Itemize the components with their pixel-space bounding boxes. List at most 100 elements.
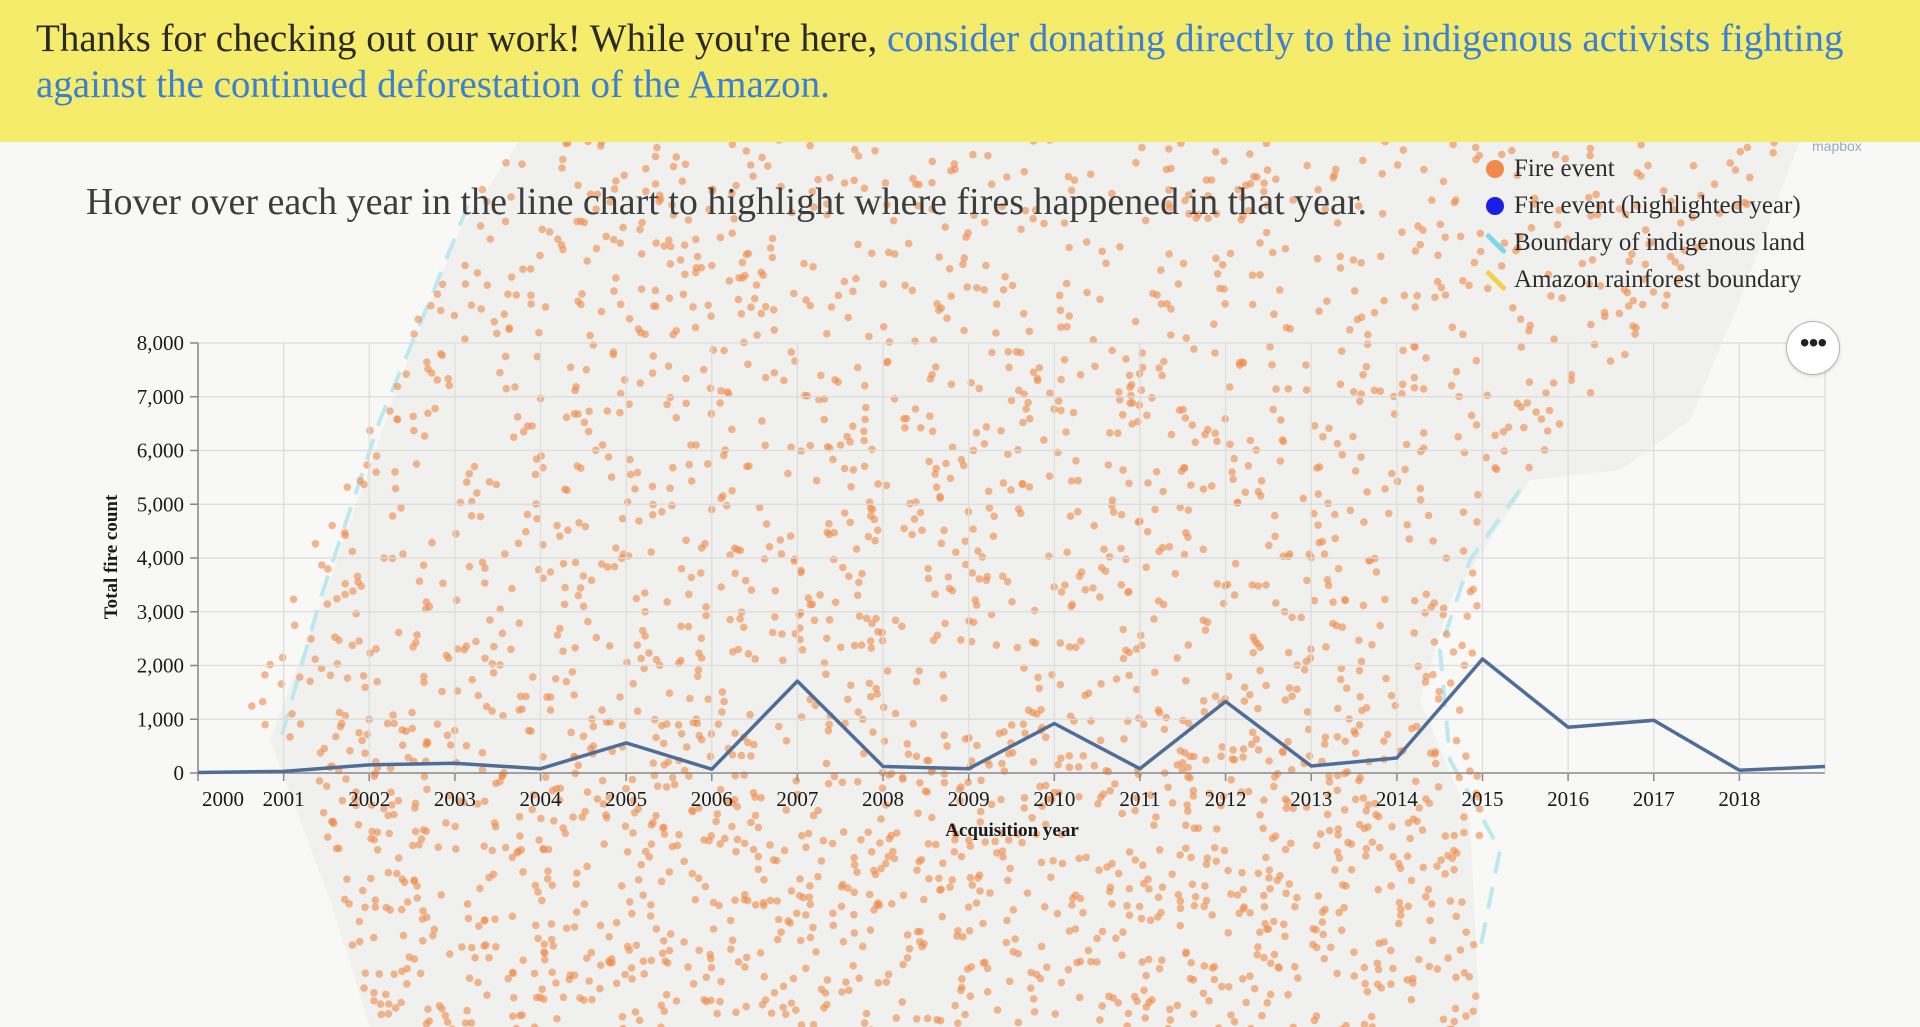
fire-event-dot	[1117, 581, 1126, 589]
indigenous-boundary-line	[280, 199, 472, 736]
fire-event-dot	[816, 591, 824, 599]
fire-event-dot	[1368, 838, 1377, 846]
fire-event-dot	[1342, 684, 1351, 692]
fire-event-dot	[964, 778, 972, 787]
fire-event-dot	[1187, 853, 1195, 862]
fire-event-dot	[1450, 846, 1458, 855]
legend-label: Fire event	[1514, 154, 1615, 182]
fire-event-dot	[1319, 433, 1327, 441]
fire-event-dot	[579, 602, 588, 611]
x-tick-label: 2010	[1033, 787, 1075, 811]
fire-event-dot	[1199, 989, 1208, 998]
fire-event-dot	[523, 510, 532, 519]
fire-event-dot	[1074, 507, 1082, 516]
fire-event-dot	[1182, 677, 1190, 685]
fire-event-dot	[718, 708, 726, 716]
fire-event-dot	[413, 882, 421, 890]
fire-event-dot	[574, 181, 582, 189]
fire-event-dot	[1427, 900, 1436, 908]
fire-event-dot	[771, 587, 780, 595]
fire-event-dot	[1471, 143, 1480, 152]
fire-event-dot	[1363, 987, 1372, 996]
fire-event-dot	[899, 960, 907, 969]
fire-event-dot	[1118, 411, 1127, 419]
fire-event-dot	[1016, 509, 1025, 518]
fire-event-dot	[666, 260, 675, 268]
fire-event-dot	[442, 819, 450, 827]
fire-event-dot	[1746, 173, 1754, 182]
fire-event-dot	[936, 492, 944, 501]
fire-event-dot	[1237, 788, 1246, 796]
fire-event-dot	[804, 829, 813, 838]
fire-event-dot	[328, 521, 337, 530]
fire-event-dot	[790, 289, 798, 298]
fire-event-dot	[806, 900, 815, 909]
fire-event-dot	[348, 641, 357, 650]
fire-event-dot	[871, 536, 879, 545]
x-tick-label: 2000	[202, 787, 244, 811]
fire-event-dot	[973, 284, 981, 292]
fire-event-dot	[538, 225, 546, 234]
fire-event-dot	[669, 211, 678, 219]
y-tick-label: 2,000	[137, 654, 184, 678]
fire-event-dot	[1621, 210, 1630, 219]
fire-event-dot	[1239, 885, 1248, 894]
fire-event-dot	[1248, 728, 1257, 737]
fire-event-dot	[1256, 239, 1264, 247]
fire-event-dot	[868, 619, 876, 628]
fire-event-dot	[1306, 654, 1315, 662]
fire-event-dot	[706, 950, 714, 959]
x-axis: 2000 2001 2002 2003 2004 2005 2006 2007 2008 2009…	[197, 773, 1760, 811]
fire-event-dot	[1620, 285, 1629, 294]
fire-event-dot	[522, 692, 530, 701]
fire-event-dot	[1041, 781, 1050, 790]
fire-event-dot	[1550, 335, 1558, 344]
fire-event-dot	[1743, 143, 1752, 152]
fire-event-dot	[1325, 772, 1333, 780]
fire-event-dot	[1242, 998, 1250, 1007]
fire-event-dot	[386, 764, 395, 772]
fire-event-dot	[898, 998, 907, 1006]
fire-event-dot	[733, 835, 742, 844]
fire-event-dot	[817, 857, 826, 865]
fire-count-series-line[interactable]	[197, 657, 1826, 775]
fire-event-dot	[1674, 276, 1683, 285]
fire-event-dot	[385, 829, 394, 838]
fire-event-dot	[1190, 901, 1199, 910]
fire-event-dot	[846, 518, 854, 527]
fire-event-dot	[621, 970, 629, 979]
fire-event-dot	[787, 999, 796, 1007]
fire-event-dot	[1020, 167, 1029, 176]
fire-event-dot	[1096, 593, 1104, 601]
fire-event-dot	[692, 235, 700, 244]
fire-event-dot	[1138, 958, 1146, 966]
fire-event-dot	[1057, 375, 1065, 384]
fire-event-dot	[486, 235, 495, 243]
fire-event-dot	[754, 823, 763, 832]
fire-event-dot	[576, 584, 585, 592]
fire-event-dot	[678, 177, 687, 185]
fire-event-dot	[870, 906, 878, 914]
fire-event-dot	[1041, 733, 1050, 742]
fire-event-dot	[760, 972, 768, 981]
fire-event-dot	[1615, 205, 1624, 213]
fire-event-dot	[1419, 385, 1428, 393]
fire-event-dot	[1293, 685, 1301, 693]
fire-event-dot	[989, 532, 998, 541]
fire-event-dot	[1184, 506, 1193, 514]
fire-event-dot	[1014, 446, 1022, 454]
fire-event-dot	[823, 200, 831, 208]
more-options-button[interactable]: •••	[1786, 321, 1840, 375]
fire-event-dot	[606, 198, 615, 206]
fire-event-dot	[1003, 916, 1011, 925]
fire-event-dot	[647, 901, 655, 909]
fire-event-dot	[923, 756, 931, 765]
fire-event-dot	[1421, 609, 1429, 617]
fire-event-dot	[342, 775, 350, 783]
fire-event-dot	[1191, 893, 1200, 901]
fire-event-dot	[792, 777, 801, 785]
fire-event-dot	[998, 572, 1007, 580]
fire-event-dot	[805, 893, 814, 902]
fire-event-dot	[602, 811, 610, 819]
